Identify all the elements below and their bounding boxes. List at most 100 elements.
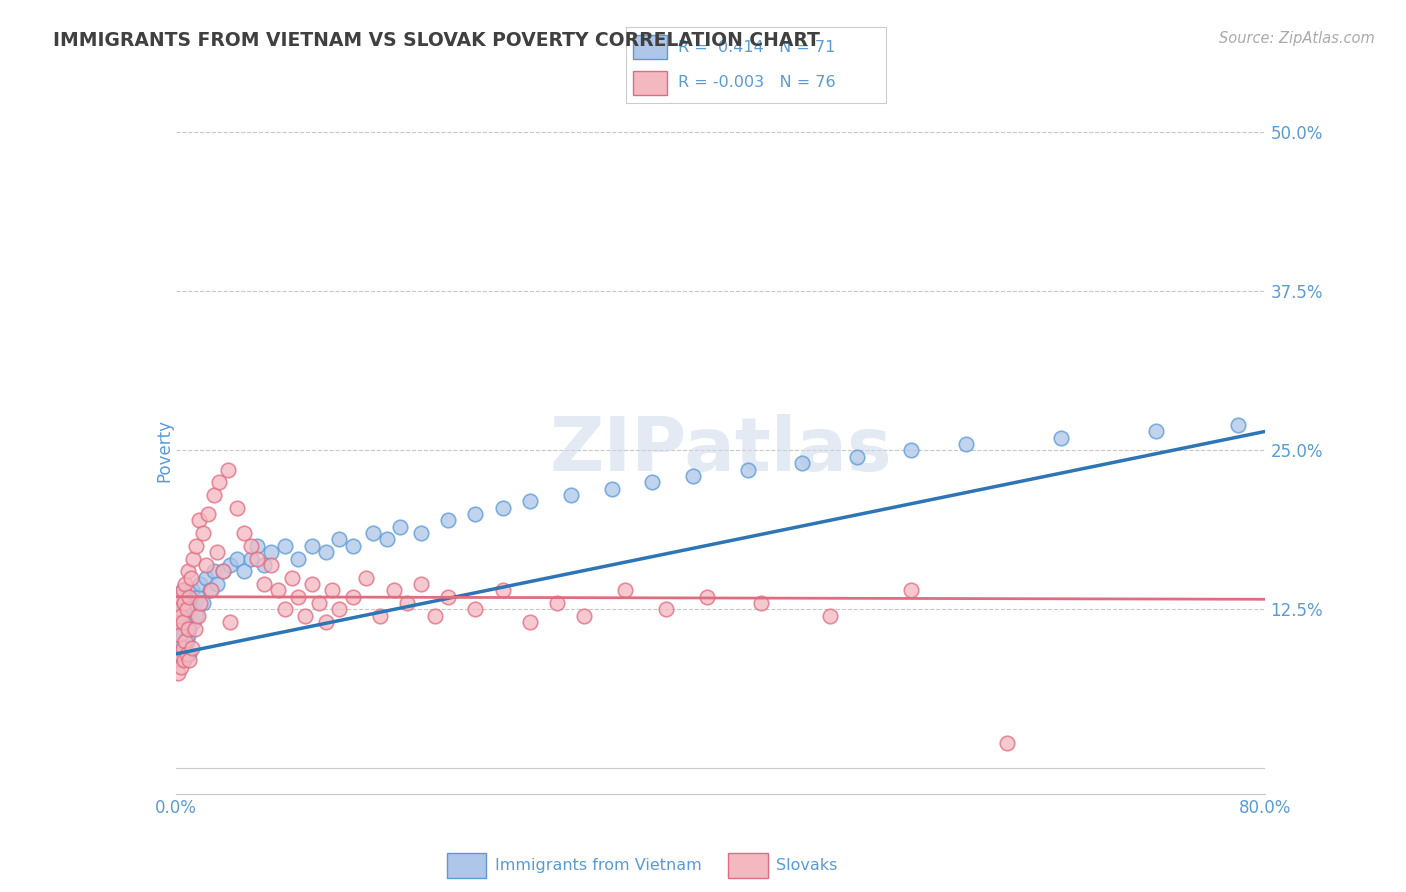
Point xyxy=(260,558,283,572)
Point xyxy=(176,647,198,661)
Point xyxy=(179,622,201,636)
Point xyxy=(180,571,202,585)
Point xyxy=(217,462,239,476)
Point xyxy=(183,551,205,566)
Point xyxy=(342,539,364,553)
Text: ZIPatlas: ZIPatlas xyxy=(550,414,891,487)
Point xyxy=(995,736,1018,750)
Point xyxy=(212,564,235,578)
Point xyxy=(423,608,446,623)
Point xyxy=(260,545,283,559)
Point xyxy=(197,507,219,521)
Point xyxy=(172,640,194,655)
Point xyxy=(181,583,204,598)
Point xyxy=(389,520,412,534)
Point xyxy=(166,640,188,655)
Point xyxy=(183,615,205,630)
Point xyxy=(409,526,432,541)
Point xyxy=(614,583,637,598)
Point xyxy=(174,602,197,616)
Point xyxy=(184,596,207,610)
Point xyxy=(361,526,384,541)
Text: Slovaks: Slovaks xyxy=(776,858,838,872)
Point xyxy=(232,564,254,578)
Point xyxy=(186,590,209,604)
Point xyxy=(170,590,193,604)
Point xyxy=(274,602,297,616)
Point xyxy=(737,462,759,476)
Point xyxy=(409,577,432,591)
Bar xyxy=(634,35,668,60)
Point xyxy=(174,634,197,648)
Point xyxy=(167,622,190,636)
Point xyxy=(169,602,191,616)
Point xyxy=(191,526,214,541)
Point xyxy=(173,640,195,655)
Point xyxy=(655,602,678,616)
Point xyxy=(198,583,221,598)
Bar xyxy=(634,70,668,95)
Point xyxy=(174,577,197,591)
Point xyxy=(169,628,191,642)
Point xyxy=(328,602,350,616)
Point xyxy=(900,583,922,598)
Point xyxy=(177,564,200,578)
Point xyxy=(375,533,398,547)
Point xyxy=(845,450,868,464)
Point xyxy=(321,583,343,598)
Point xyxy=(219,558,242,572)
Point xyxy=(173,596,195,610)
Point xyxy=(301,577,323,591)
Point xyxy=(464,602,486,616)
Point xyxy=(294,608,316,623)
Point xyxy=(301,539,323,553)
Point xyxy=(246,539,269,553)
Point xyxy=(226,551,249,566)
Point xyxy=(751,596,773,610)
Point xyxy=(202,564,225,578)
Point xyxy=(170,659,193,673)
Point xyxy=(166,628,188,642)
Text: Source: ZipAtlas.com: Source: ZipAtlas.com xyxy=(1219,31,1375,46)
Point xyxy=(287,551,309,566)
Point xyxy=(194,571,217,585)
Point xyxy=(955,437,977,451)
Point xyxy=(177,628,200,642)
Point xyxy=(172,583,194,598)
Point xyxy=(239,539,262,553)
Point xyxy=(356,571,378,585)
Point xyxy=(226,500,249,515)
Point xyxy=(187,513,209,527)
Point xyxy=(205,577,228,591)
Point xyxy=(177,622,200,636)
Point xyxy=(280,571,302,585)
Point xyxy=(172,653,194,667)
Point xyxy=(1144,425,1167,439)
Point xyxy=(191,596,214,610)
Point xyxy=(274,539,297,553)
Point xyxy=(188,577,211,591)
Text: IMMIGRANTS FROM VIETNAM VS SLOVAK POVERTY CORRELATION CHART: IMMIGRANTS FROM VIETNAM VS SLOVAK POVERT… xyxy=(53,31,820,50)
Point xyxy=(315,615,337,630)
Point xyxy=(167,596,190,610)
Point xyxy=(368,608,391,623)
Point xyxy=(287,590,309,604)
Point xyxy=(315,545,337,559)
Point xyxy=(186,539,208,553)
Point xyxy=(546,596,568,610)
Point xyxy=(437,513,460,527)
Point xyxy=(232,526,254,541)
Point xyxy=(342,590,364,604)
Point xyxy=(246,551,269,566)
Text: Immigrants from Vietnam: Immigrants from Vietnam xyxy=(495,858,702,872)
Point xyxy=(253,558,276,572)
Point xyxy=(169,647,191,661)
Point xyxy=(172,628,194,642)
Point xyxy=(308,596,330,610)
Point xyxy=(180,602,202,616)
Point xyxy=(176,634,198,648)
Point xyxy=(492,583,515,598)
Point xyxy=(792,456,814,470)
Point xyxy=(202,488,225,502)
Point xyxy=(169,590,191,604)
